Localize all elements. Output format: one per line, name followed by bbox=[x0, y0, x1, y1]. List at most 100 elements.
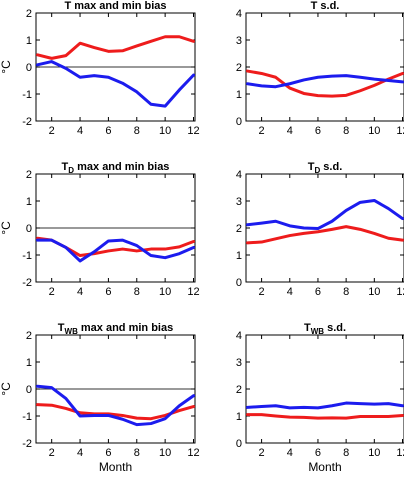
panel-3-xtick-label: 10 bbox=[368, 286, 380, 298]
panel-1-title-main: T bbox=[311, 0, 318, 12]
panel-4-xtick-label: 2 bbox=[49, 447, 55, 459]
panel-2-ytick-label: 1 bbox=[26, 196, 32, 208]
panel-4-xlabel: Month bbox=[99, 460, 132, 473]
panel-5-frame bbox=[245, 334, 404, 444]
panel-2-ytick-label: -1 bbox=[22, 250, 32, 262]
panel-5-xtick-label: 8 bbox=[343, 447, 349, 459]
panel-2-xtick-label: 6 bbox=[105, 286, 111, 298]
panel-5-series-line-red bbox=[246, 413, 404, 420]
panel-3-title-main: T bbox=[308, 161, 315, 173]
panel-2-xtick-label: 10 bbox=[159, 286, 171, 298]
panel-0-ytick-label: 0 bbox=[26, 62, 32, 74]
panel-5-xtick-label: 10 bbox=[368, 447, 380, 459]
panel-5-ytick-label: 2 bbox=[236, 384, 242, 396]
panel-4-ytick-label: -1 bbox=[22, 411, 32, 423]
panel-0-ytick-label: 1 bbox=[26, 35, 32, 47]
panel-3-xtick-label: 6 bbox=[315, 286, 321, 298]
panel-4-xtick-label: 12 bbox=[187, 447, 199, 459]
panel-2-title-subscript: D bbox=[68, 166, 74, 175]
panel-1-title: T s.d. bbox=[311, 0, 340, 12]
panel-5-xtick-label: 2 bbox=[259, 447, 265, 459]
panel-0-xtick-label: 8 bbox=[134, 125, 140, 137]
panel-3-xtick-label: 2 bbox=[259, 286, 265, 298]
panel-3-title-rest: s.d. bbox=[320, 161, 342, 173]
panel-4-xtick-label: 10 bbox=[159, 447, 171, 459]
panel-2-ytick-label: 0 bbox=[26, 223, 32, 235]
panel-3-xtick-label: 4 bbox=[287, 286, 293, 298]
panel-3-xtick-label: 12 bbox=[396, 286, 404, 298]
panel-1-title-rest: s.d. bbox=[317, 0, 339, 12]
panel-3-title-subscript: D bbox=[314, 166, 320, 175]
panel-2-xtick-label: 8 bbox=[134, 286, 140, 298]
panel-0-ytick-label: -2 bbox=[22, 116, 32, 128]
panel-5-title-rest: s.d. bbox=[324, 322, 346, 334]
panel-4-title-rest: max and min bias bbox=[78, 322, 173, 334]
panel-0-ytick-label: -1 bbox=[22, 89, 32, 101]
panel-3-ytick-label: 3 bbox=[236, 196, 242, 208]
panel-5-ytick-label: 3 bbox=[236, 357, 242, 369]
panel-0-ylabel: °C bbox=[0, 60, 13, 74]
panel-1-xtick-label: 8 bbox=[343, 125, 349, 137]
panel-4-xtick-label: 6 bbox=[105, 447, 111, 459]
panel-5-ytick-label: 1 bbox=[236, 411, 242, 423]
panel-4-xtick-label: 4 bbox=[77, 447, 83, 459]
panel-4-ytick-label: 0 bbox=[26, 384, 32, 396]
panel-1-series-line-red bbox=[246, 69, 404, 98]
panel-3-ytick-label: 1 bbox=[236, 250, 242, 262]
panel-5-ytick-label: 4 bbox=[236, 330, 242, 342]
panel-3-ytick-label: 0 bbox=[236, 277, 242, 289]
panel-4-xtick-label: 8 bbox=[134, 447, 140, 459]
panel-5-title-main: T bbox=[304, 322, 311, 334]
panel-1-ytick-label: 2 bbox=[236, 62, 242, 74]
panel-5-ytick-label: 0 bbox=[236, 438, 242, 450]
panel-5-title: TWB s.d. bbox=[304, 322, 346, 336]
panel-0-xtick-label: 2 bbox=[49, 125, 55, 137]
panel-4-series-line-blue bbox=[36, 384, 195, 427]
panel-1-xtick-label: 12 bbox=[396, 125, 404, 137]
panel-4-ytick-label: 1 bbox=[26, 357, 32, 369]
panel-0-ytick-label: 2 bbox=[26, 8, 32, 20]
panel-5-xtick-label: 4 bbox=[287, 447, 293, 459]
panel-0-series-line-red bbox=[36, 35, 195, 60]
panel-4-ylabel: °C bbox=[0, 382, 13, 396]
panel-0-xtick-label: 10 bbox=[159, 125, 171, 137]
panel-4-title: TWB max and min bias bbox=[58, 322, 173, 336]
panel-2-xtick-label: 2 bbox=[49, 286, 55, 298]
panel-3-series-line-red bbox=[246, 225, 404, 245]
panel-2-title-main: T bbox=[62, 161, 69, 173]
panel-1-xtick-label: 6 bbox=[315, 125, 321, 137]
panel-3-xtick-label: 8 bbox=[343, 286, 349, 298]
panel-5-xtick-label: 6 bbox=[315, 447, 321, 459]
panel-1-ytick-label: 3 bbox=[236, 35, 242, 47]
panel-3-ytick-label: 4 bbox=[236, 169, 242, 181]
panel-0-title-rest: max and min bias bbox=[71, 0, 166, 12]
panel-2-xtick-label: 4 bbox=[77, 286, 83, 298]
panel-0-title-main: T bbox=[64, 0, 71, 12]
panel-3-frame bbox=[245, 173, 404, 283]
panel-4-ytick-label: 2 bbox=[26, 330, 32, 342]
panel-2-series-line-blue bbox=[36, 238, 195, 263]
panel-5-xlabel: Month bbox=[308, 460, 341, 473]
panel-2-title-rest: max and min bias bbox=[74, 161, 169, 173]
panel-1-ytick-label: 1 bbox=[236, 89, 242, 101]
panel-1-ytick-label: 4 bbox=[236, 8, 242, 20]
panel-1-series-line-blue bbox=[246, 74, 404, 89]
panel-2-ytick-label: 2 bbox=[26, 169, 32, 181]
panel-0-title: T max and min bias bbox=[64, 0, 166, 12]
panel-0-xtick-label: 12 bbox=[187, 125, 199, 137]
panel-5-series-line-blue bbox=[246, 401, 404, 410]
panel-3-series-line-blue bbox=[246, 198, 404, 231]
panel-1-xtick-label: 4 bbox=[287, 125, 293, 137]
panel-1-frame bbox=[245, 12, 404, 122]
panel-2-xtick-label: 12 bbox=[187, 286, 199, 298]
panel-2-ylabel: °C bbox=[0, 221, 13, 235]
panel-0-xtick-label: 4 bbox=[77, 125, 83, 137]
panel-1-xtick-label: 10 bbox=[368, 125, 380, 137]
panel-3-ytick-label: 2 bbox=[236, 223, 242, 235]
panel-2-ytick-label: -2 bbox=[22, 277, 32, 289]
panel-0-series-line-blue bbox=[36, 60, 195, 108]
panel-5-xtick-label: 12 bbox=[396, 447, 404, 459]
panel-5-title-subscript: WB bbox=[311, 327, 325, 336]
